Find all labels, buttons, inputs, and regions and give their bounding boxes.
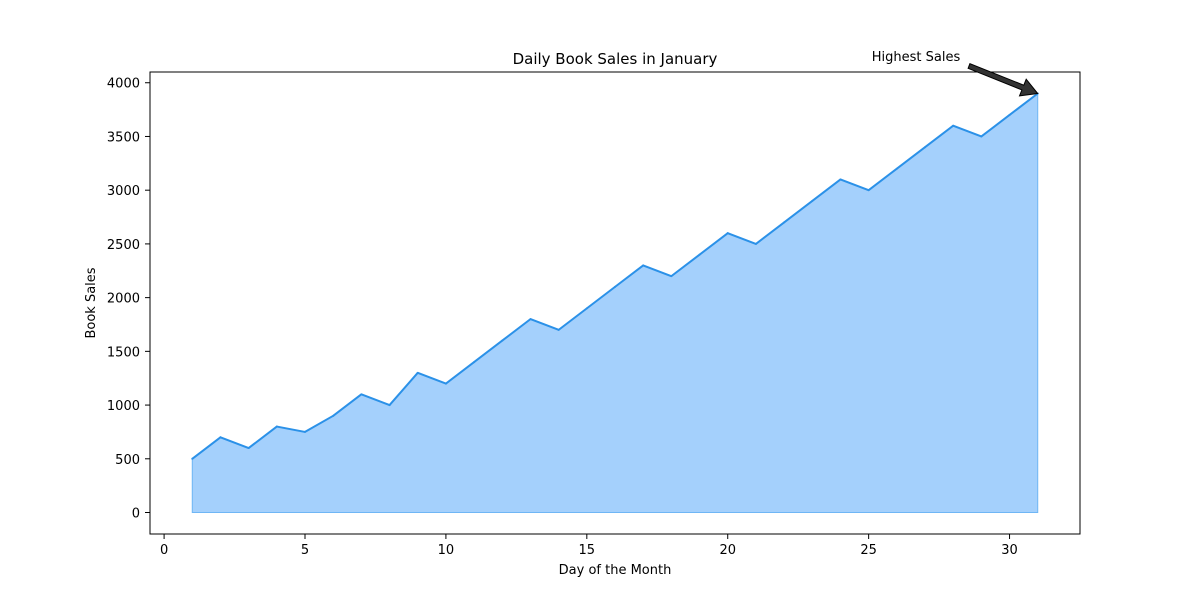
data-point	[839, 178, 842, 181]
data-point	[867, 189, 870, 192]
axes: 0 5 10 15 20 25 30 0 500 1000 1500 2000 2500 3000 3500…	[107, 71, 1081, 558]
y-tick-label: 2000	[107, 292, 140, 307]
x-tick-label: 10	[438, 543, 455, 558]
area-fill	[191, 92, 1039, 514]
x-tick-label: 20	[719, 543, 736, 558]
data-point	[332, 414, 335, 417]
x-tick-label: 25	[860, 543, 877, 558]
y-tick-label: 0	[132, 507, 140, 522]
data-point	[304, 430, 306, 433]
data-point	[585, 307, 588, 310]
data-point	[275, 425, 278, 428]
data-point	[529, 318, 532, 321]
data-point	[219, 436, 222, 439]
data-point	[754, 242, 757, 245]
axes-frame	[149, 71, 1081, 535]
data-point	[783, 221, 786, 224]
y-tick-label: 1000	[107, 399, 140, 414]
data-point	[1008, 113, 1011, 116]
data-point	[501, 339, 504, 342]
data-point	[473, 361, 476, 364]
data-point	[416, 371, 419, 374]
x-tick-label: 0	[160, 543, 168, 558]
data-point	[726, 232, 729, 235]
data-point	[698, 253, 701, 256]
x-tick-label: 5	[301, 543, 309, 558]
x-tick-label: 30	[1001, 543, 1018, 558]
y-tick-label: 3000	[107, 184, 140, 199]
chart-title: Daily Book Sales in January	[513, 50, 718, 68]
data-point	[191, 457, 194, 460]
y-tick-label: 3500	[107, 130, 140, 145]
data-point	[980, 135, 983, 138]
annotation-arrow	[967, 63, 1039, 97]
y-tick-label: 500	[115, 453, 140, 468]
data-point	[557, 328, 560, 331]
annotation-text: Highest Sales	[872, 50, 961, 65]
data-point	[924, 146, 926, 149]
x-axis-label: Day of the Month	[559, 563, 672, 578]
data-point	[670, 275, 673, 278]
plot-area	[191, 92, 1039, 514]
y-tick-label: 1500	[107, 345, 140, 360]
y-tick-label: 2500	[107, 238, 140, 253]
data-point	[247, 447, 250, 450]
data-point	[895, 167, 898, 170]
data-point	[388, 404, 391, 407]
data-point	[614, 285, 616, 288]
y-axis-label: Book Sales	[84, 267, 99, 338]
annotation: Highest Sales	[872, 50, 1039, 97]
data-point	[444, 382, 447, 385]
data-point	[952, 124, 955, 127]
x-tick-label: 15	[579, 543, 596, 558]
data-point	[642, 264, 645, 267]
data-point	[360, 393, 363, 396]
data-point	[811, 199, 814, 202]
y-tick-label: 4000	[107, 77, 140, 92]
